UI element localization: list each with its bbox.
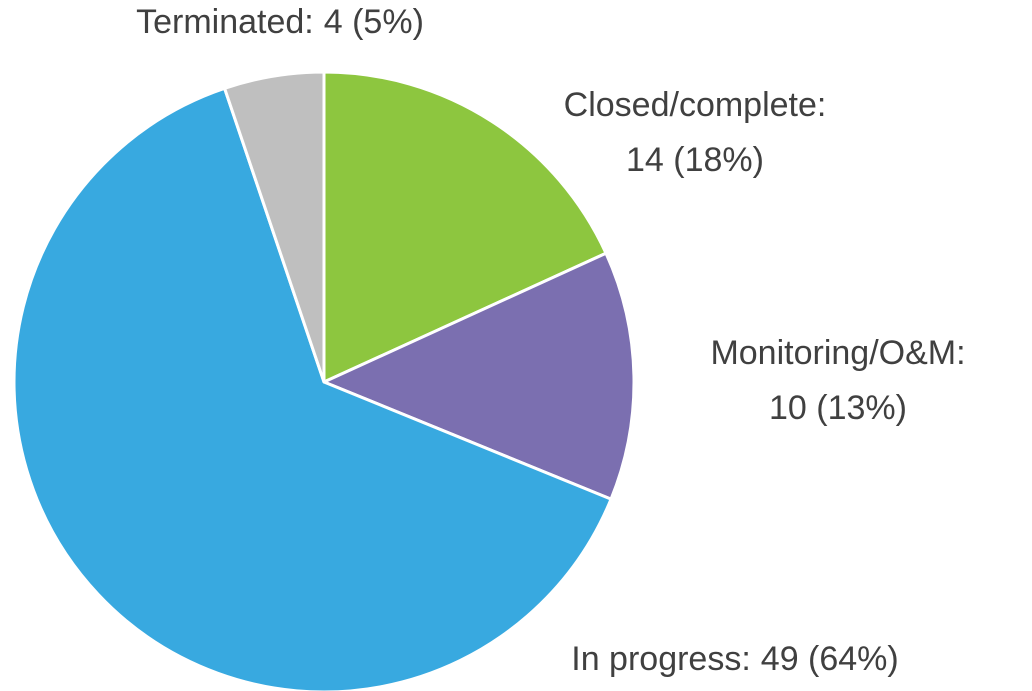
slice-value-label: 49 (64%) (761, 640, 899, 678)
pie-slice (223, 70, 326, 384)
pie-slice (322, 251, 636, 501)
slice-category: In progress: (571, 640, 751, 678)
pie-slice (12, 86, 613, 691)
slice-value-label: 4 (5%) (324, 3, 424, 41)
slice-value-label: 14 (18%) (626, 141, 764, 179)
slice-label: In progress: 49 (64%) (571, 640, 899, 678)
slice-label: Monitoring/O&M: 10 (13%) (710, 334, 965, 427)
pie-slice (322, 70, 608, 384)
slice-category: Terminated: (136, 3, 314, 41)
slice-label: Closed/complete: 14 (18%) (564, 86, 827, 179)
slice-category: Closed/complete: (564, 86, 827, 124)
slice-label: Terminated: 4 (5%) (136, 3, 424, 41)
slice-category: Monitoring/O&M: (710, 334, 965, 372)
slice-value-label: 10 (13%) (769, 389, 907, 427)
